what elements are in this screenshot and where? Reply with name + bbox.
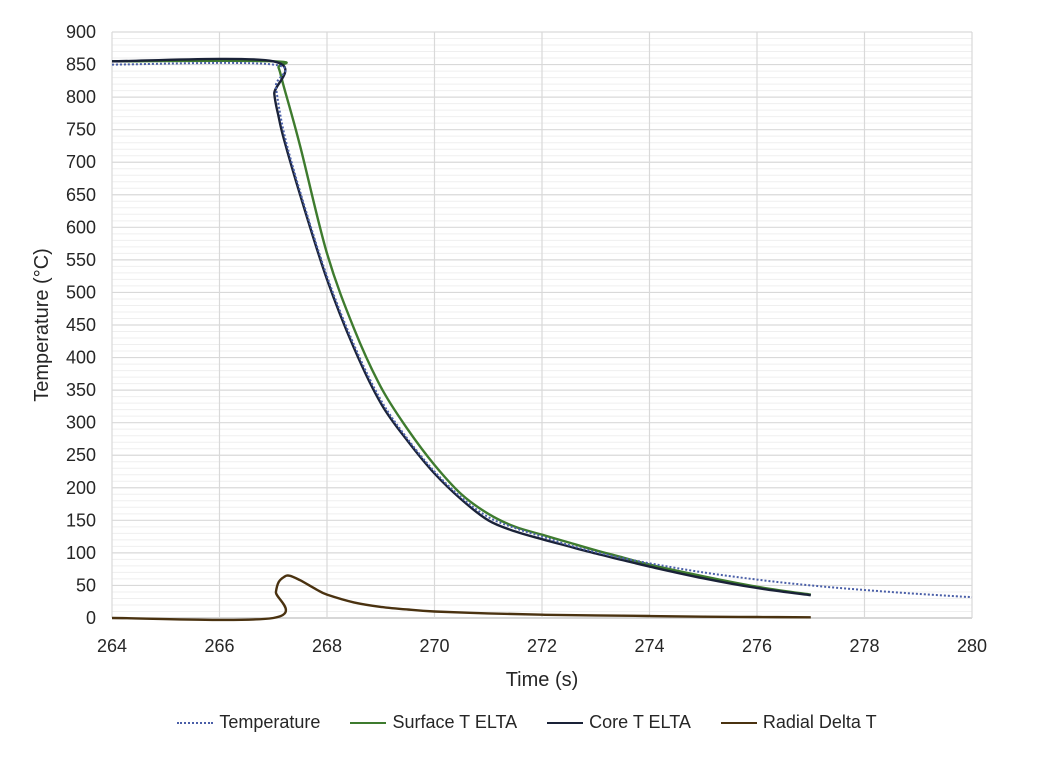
series-line-surface-t-elta: [111, 59, 811, 596]
x-tick-label: 268: [312, 636, 342, 656]
solid-line-swatch-icon: [720, 721, 757, 724]
y-tick-label: 550: [66, 250, 96, 270]
y-tick-label: 300: [66, 413, 96, 433]
y-tick-label: 850: [66, 55, 96, 75]
x-tick-label: 272: [527, 636, 557, 656]
y-tick-label: 750: [66, 120, 96, 140]
solid-line-swatch-icon: [350, 721, 387, 724]
y-tick-label: 900: [66, 22, 96, 42]
data-series: [111, 57, 973, 622]
series-line-radial-delta-t: [111, 574, 811, 622]
x-tick-label: 278: [849, 636, 879, 656]
legend-label: Core T ELTA: [589, 712, 691, 732]
legend-item-temperature: Temperature: [177, 712, 320, 733]
x-tick-label: 270: [419, 636, 449, 656]
x-tick-label: 276: [742, 636, 772, 656]
series-line-temperature: [111, 61, 973, 599]
major-gridlines: [111, 31, 973, 619]
x-tick-label: 264: [97, 636, 127, 656]
y-tick-label: 600: [66, 217, 96, 237]
y-tick-label: 100: [66, 543, 96, 563]
y-tick-label: 450: [66, 315, 96, 335]
y-axis-title: Temperature (°C): [31, 248, 53, 402]
solid-line-swatch-icon: [547, 721, 584, 724]
y-tick-label: 0: [86, 608, 96, 628]
series-line-core-t-elta: [111, 57, 811, 597]
y-tick-label: 800: [66, 87, 96, 107]
x-axis-tick-labels: 264 266 268 270 272 274 276 278 280: [97, 636, 987, 656]
y-tick-label: 400: [66, 348, 96, 368]
y-tick-label: 700: [66, 152, 96, 172]
x-tick-label: 266: [204, 636, 234, 656]
x-tick-label: 274: [634, 636, 664, 656]
y-tick-label: 500: [66, 282, 96, 302]
legend-item-core-t-elta: Core T ELTA: [547, 712, 691, 733]
y-tick-label: 250: [66, 445, 96, 465]
dotted-line-swatch-icon: [177, 721, 214, 724]
y-tick-label: 650: [66, 185, 96, 205]
x-axis-title: Time (s): [506, 669, 579, 691]
y-tick-label: 150: [66, 510, 96, 530]
y-axis-tick-labels: 0 50 100 150 200 250 300 350 400 450 500 550 600 650 7…: [66, 22, 96, 628]
legend-item-radial-delta-t: Radial Delta T: [720, 712, 877, 733]
y-tick-label: 350: [66, 380, 96, 400]
legend-label: Radial Delta T: [762, 712, 877, 732]
x-tick-label: 280: [957, 636, 987, 656]
y-tick-label: 50: [76, 575, 96, 595]
legend-label: Temperature: [219, 712, 321, 732]
legend-label: Surface T ELTA: [392, 712, 518, 732]
y-tick-label: 200: [66, 478, 96, 498]
legend: Temperature Surface T ELTA Core T ELTA R…: [0, 712, 1054, 733]
legend-item-surface-t-elta: Surface T ELTA: [350, 712, 517, 733]
